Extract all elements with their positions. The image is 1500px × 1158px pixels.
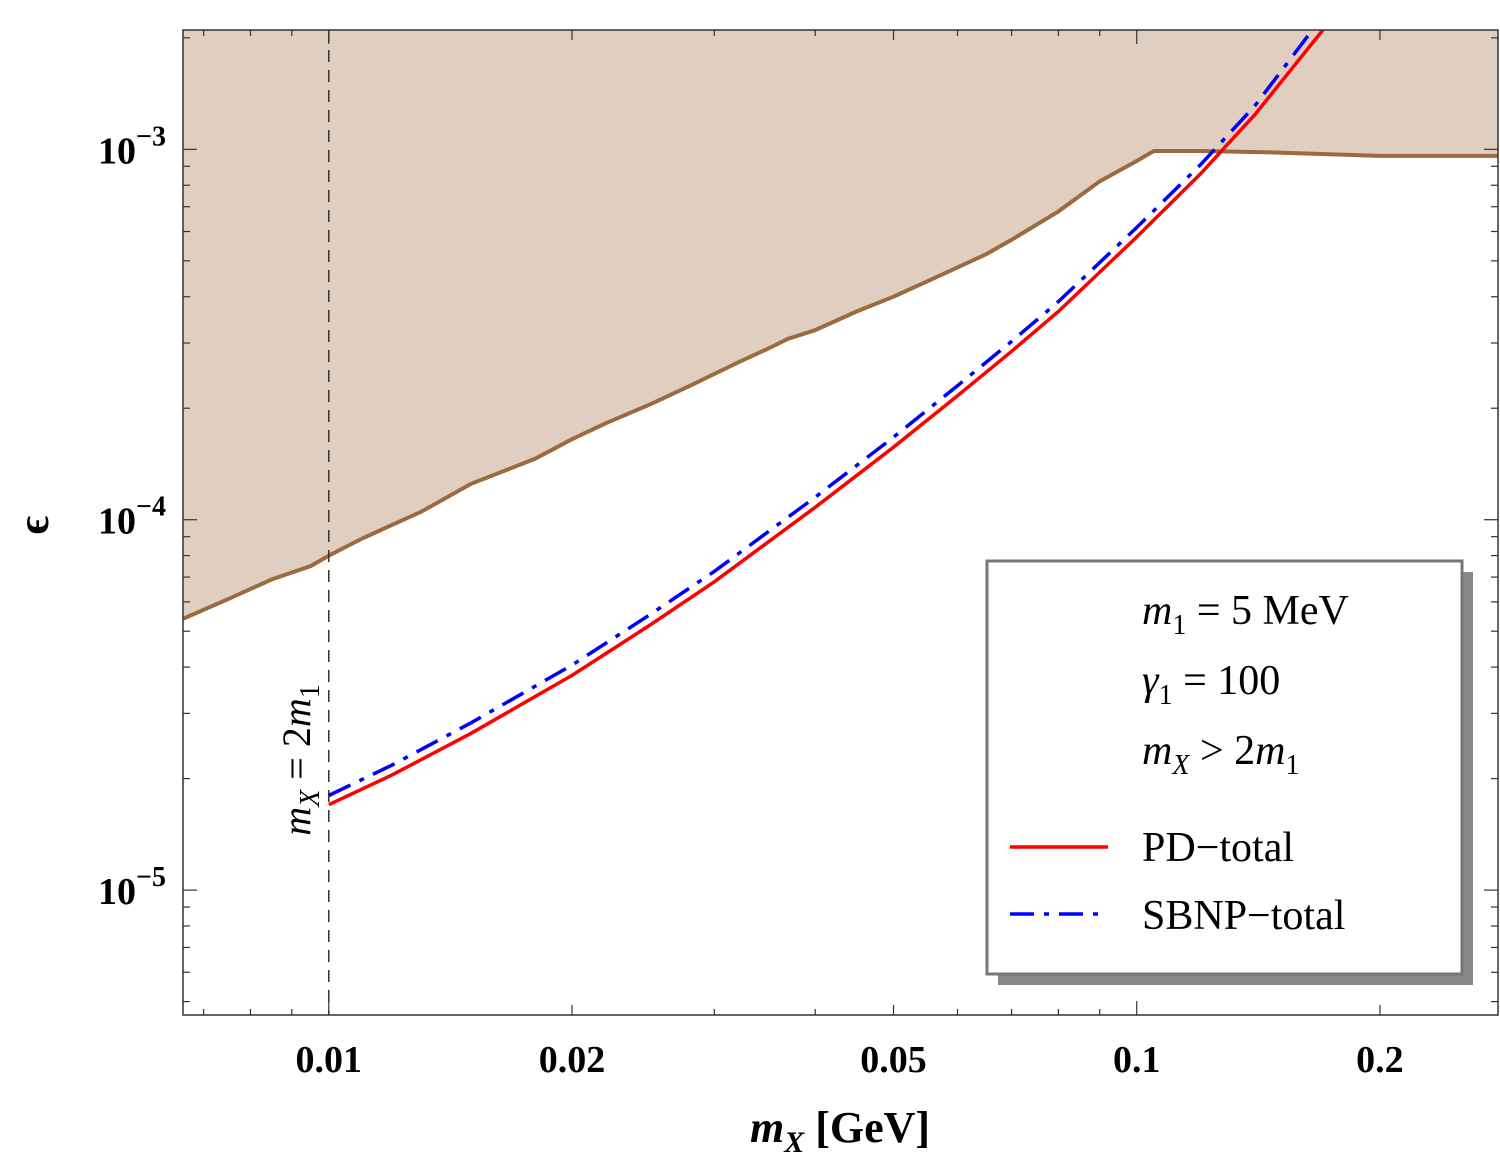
- x-tick-label-2: 0.05: [860, 1039, 927, 1081]
- series-line-1: [328, 30, 1314, 798]
- legend-label-pd: PD−total: [1142, 825, 1294, 871]
- legend-label-sbnp: SBNP−total: [1142, 893, 1345, 939]
- x-tick-label-1: 0.02: [539, 1039, 606, 1081]
- y-tick-label-1: 10−4: [98, 492, 166, 543]
- y-axis-title: ϵ: [9, 516, 58, 535]
- y-tick-label-0: 10−5: [98, 862, 166, 913]
- series-line-0: [328, 30, 1325, 807]
- x-tick-labels: 0.01 0.02 0.05 0.1 0.2: [296, 1039, 1404, 1081]
- x-tick-label-3: 0.1: [1113, 1039, 1161, 1081]
- legend-param-threshold: mX > 2m1: [1142, 728, 1299, 781]
- x-axis-title: mX [GeV]: [750, 1103, 930, 1158]
- legend-box: [985, 559, 1464, 976]
- excluded-region-boundary: [183, 149, 1498, 621]
- legend-param-gamma: γ1 = 100: [1142, 658, 1280, 711]
- plot-frame: [182, 29, 1499, 1016]
- series-group: [328, 30, 1325, 807]
- y-tick-labels: 10−5 10−4 10−3: [98, 121, 166, 913]
- x-tick-label-4: 0.2: [1356, 1039, 1404, 1081]
- y-tick-label-2: 10−3: [98, 121, 166, 172]
- threshold-label: mX = 2m1: [274, 684, 326, 835]
- legend: m1 = 5 MeV γ1 = 100 mX > 2m1 PD−total SB…: [985, 559, 1473, 985]
- axis-ticks: [183, 30, 1498, 1015]
- x-tick-label-0: 0.01: [296, 1039, 363, 1081]
- legend-param-mass: m1 = 5 MeV: [1142, 588, 1349, 641]
- excluded-region: [183, 30, 1498, 619]
